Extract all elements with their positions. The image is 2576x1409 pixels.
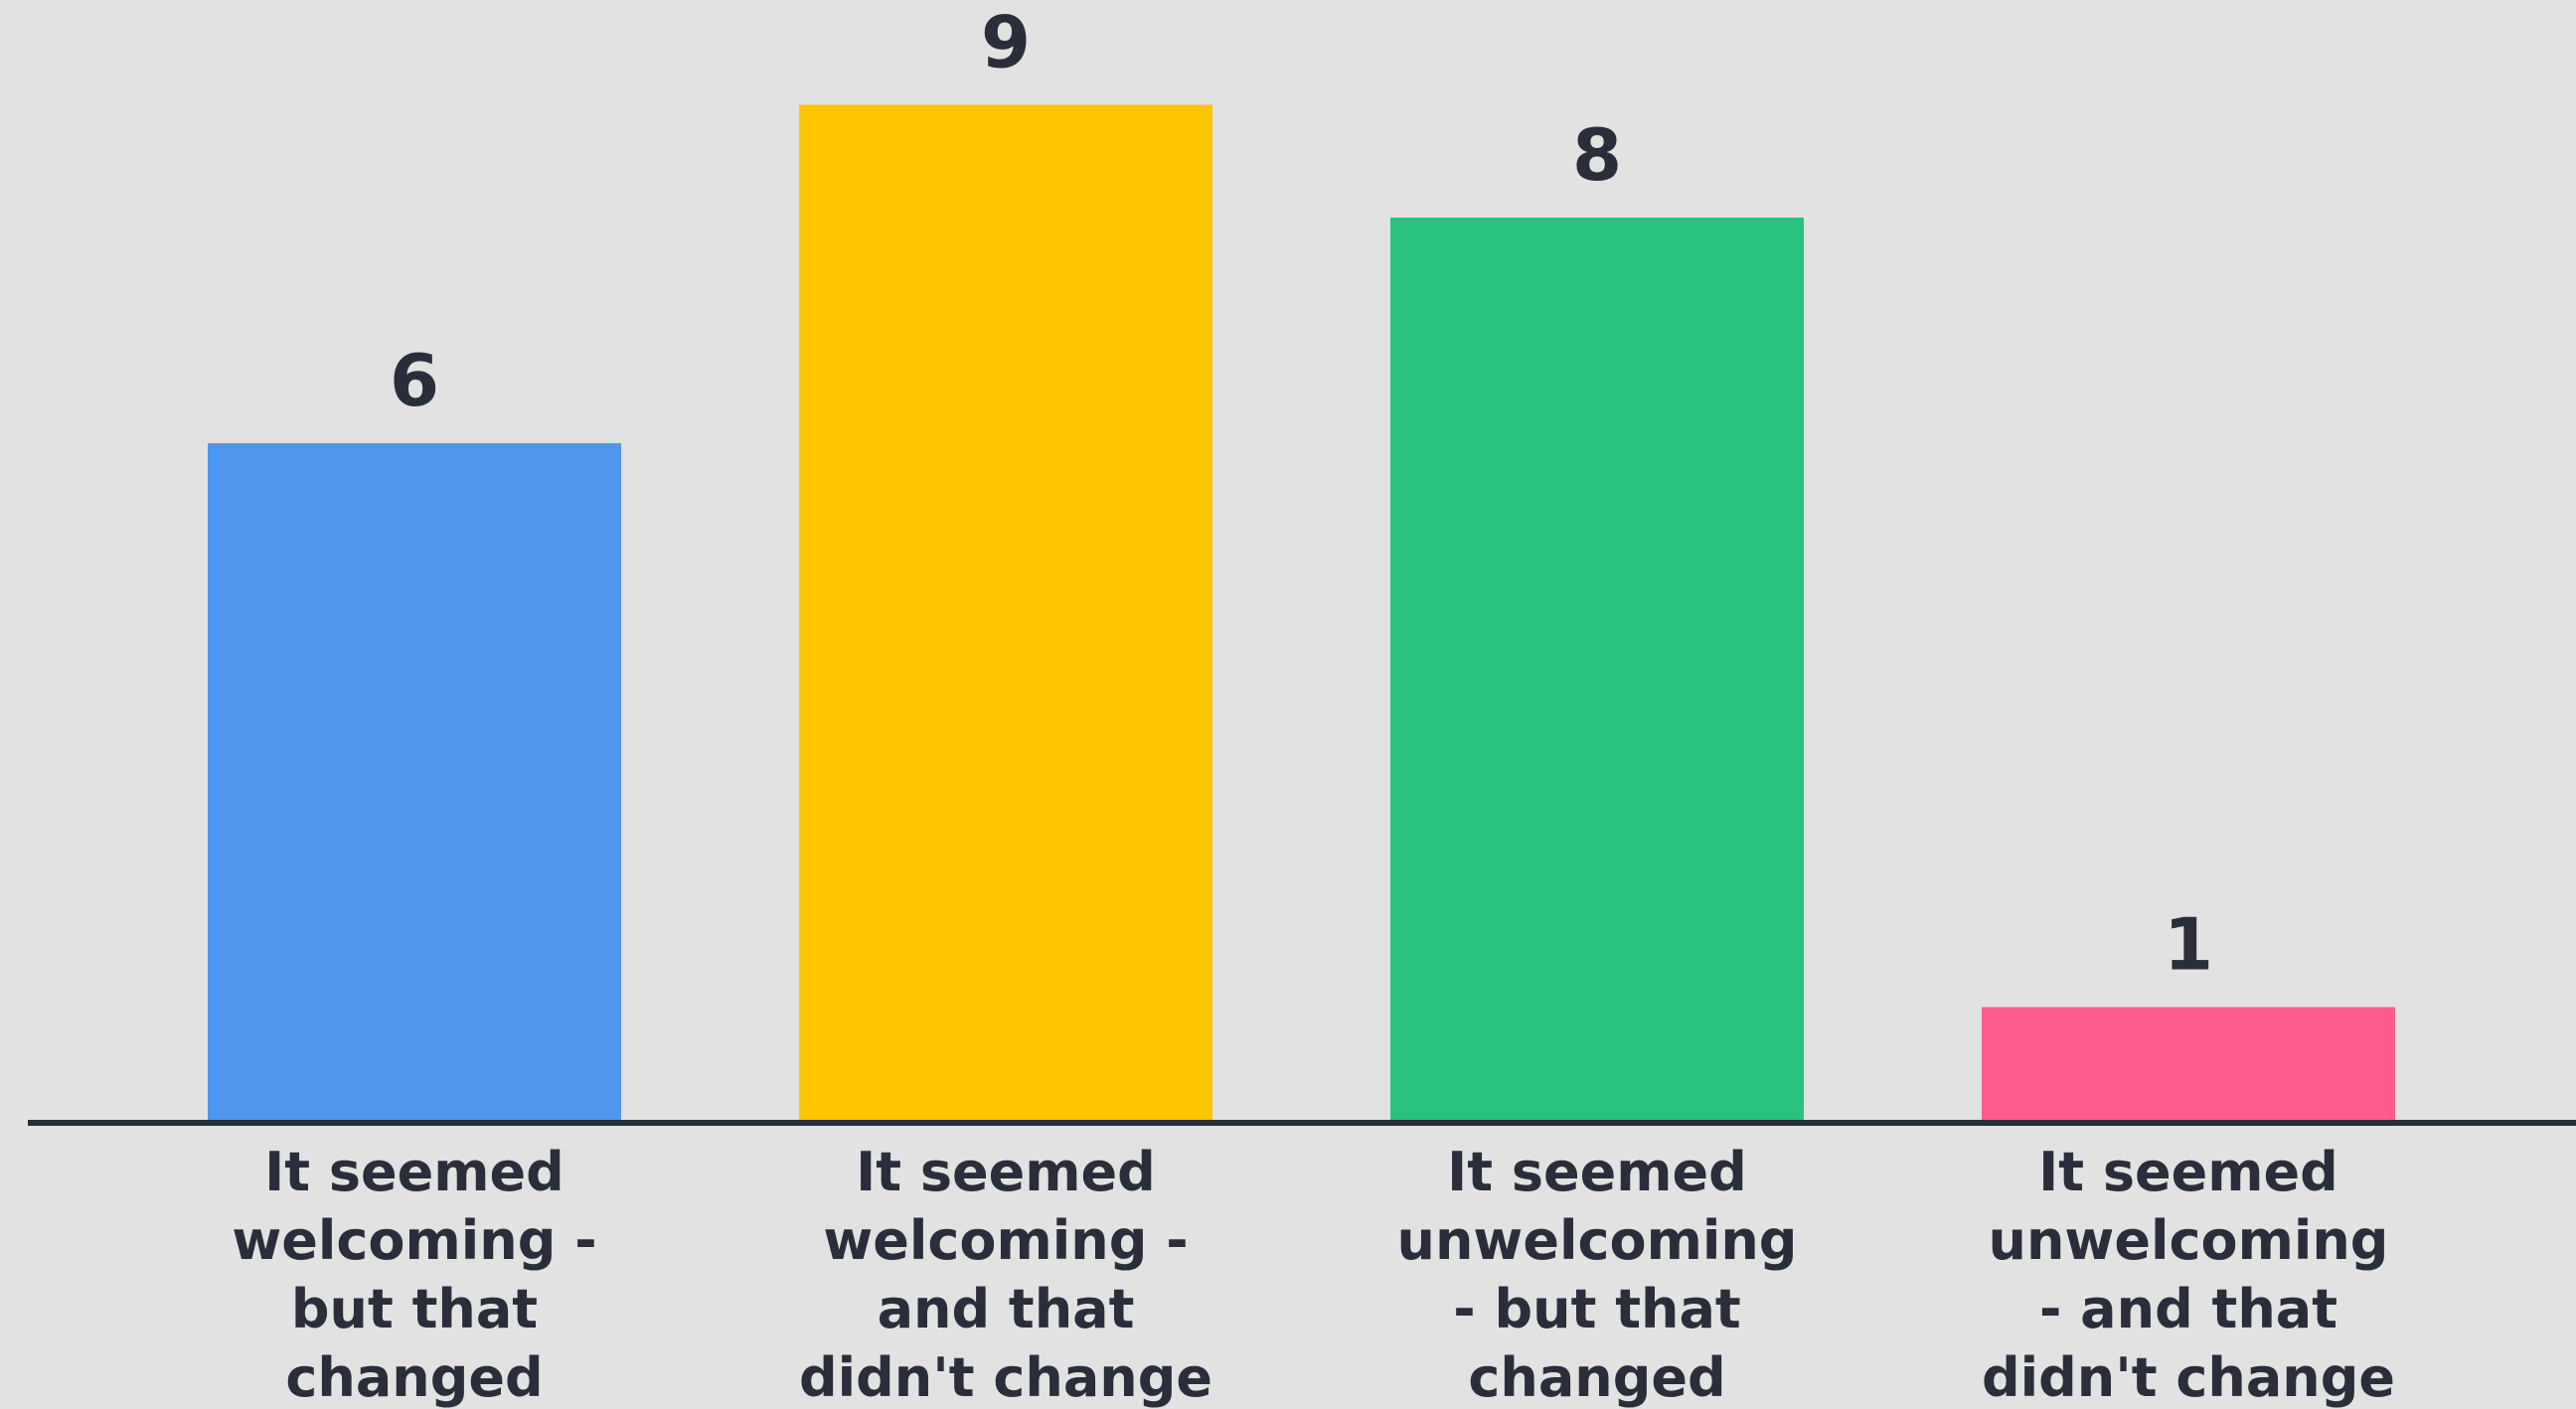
category-label-line: changed (285, 1346, 543, 1409)
category-label-line: unwelcoming (1989, 1209, 2389, 1272)
category-label-4: It seemed unwelcoming - and that didn't cha… (1982, 1141, 2395, 1409)
value-label-2: 9 (981, 1, 1031, 84)
category-label-line: but that (291, 1278, 538, 1340)
category-label-line: - and that (2039, 1278, 2337, 1340)
bar-1 (208, 443, 621, 1120)
value-label-1: 6 (390, 339, 439, 422)
category-label-line: It seemed (264, 1141, 564, 1203)
bar-3 (1390, 218, 1804, 1120)
value-label-4: 1 (2164, 903, 2213, 987)
category-label-line: changed (1468, 1346, 1725, 1409)
category-label-line: - but that (1453, 1278, 1740, 1340)
bars-layer (208, 104, 2395, 1120)
category-label-line: and that (878, 1278, 1135, 1340)
category-label-3: It seemed unwelcoming - but that changed (1397, 1141, 1798, 1409)
value-label-3: 8 (1572, 113, 1622, 197)
category-label-line: welcoming - (232, 1209, 596, 1272)
category-label-line: It seemed (856, 1141, 1156, 1203)
category-label-line: didn't change (799, 1346, 1212, 1409)
category-label-line: It seemed (2038, 1141, 2338, 1203)
category-label-line: unwelcoming (1397, 1209, 1798, 1272)
category-label-2: It seemed welcoming -and that didn't chang… (799, 1141, 1212, 1409)
bar-4 (1982, 1007, 2395, 1120)
value-labels-layer: 6 9 8 1 (390, 1, 2213, 987)
bar-2 (799, 104, 1212, 1120)
category-label-line: It seemed (1447, 1141, 1747, 1203)
category-label-line: didn't change (1982, 1346, 2395, 1409)
category-label-1: It seemed welcoming -but that changed (232, 1141, 596, 1409)
category-label-line: welcoming - (823, 1209, 1188, 1272)
